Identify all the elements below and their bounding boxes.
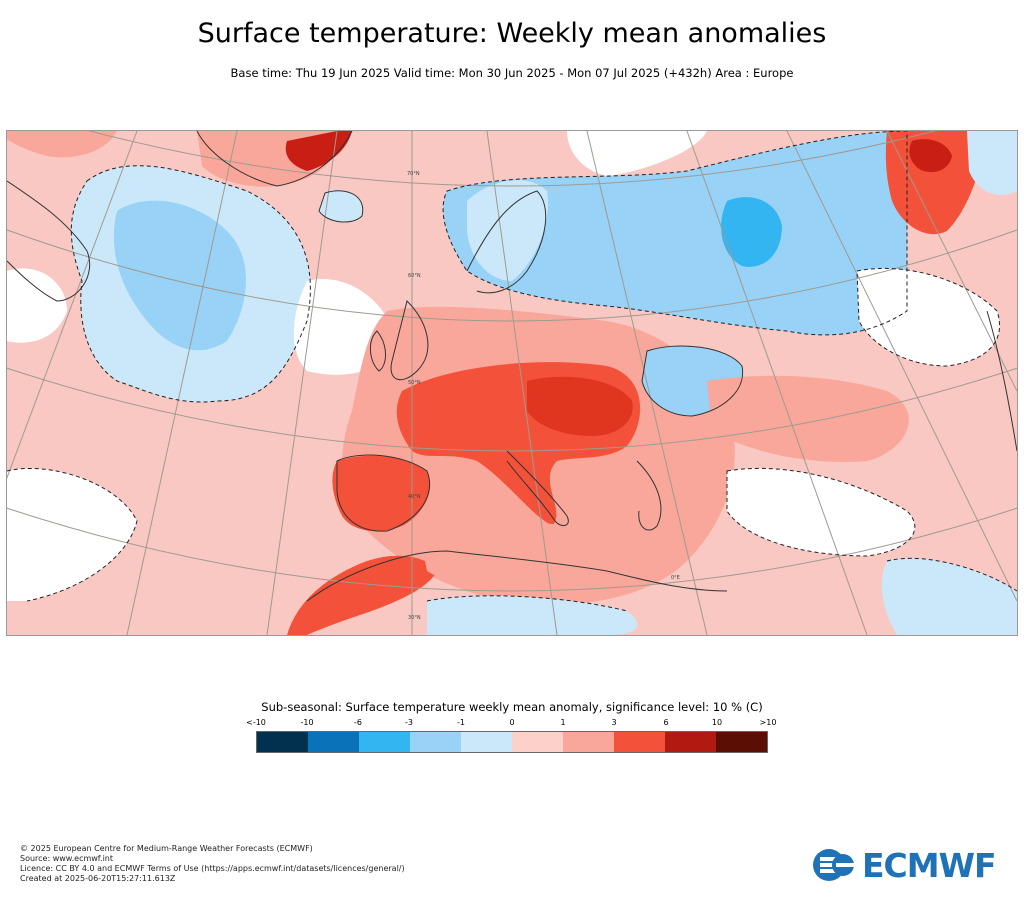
colorbar-segment (308, 732, 359, 752)
northeast-white-band (567, 131, 707, 176)
colorbar-segment (512, 732, 563, 752)
coastlines (7, 131, 1017, 602)
russia-colder-core (721, 197, 782, 267)
north-atlantic-colder-core (113, 200, 246, 351)
footer-source: Source: www.ecmwf.int (20, 854, 114, 863)
colorbar-segment (665, 732, 716, 752)
legend-tick-label: -1 (457, 718, 465, 727)
footer-licence: Licence: CC BY 4.0 and ECMWF Terms of Us… (20, 864, 405, 873)
east-neutral-area (857, 268, 1000, 366)
southeast-cold (881, 558, 1017, 635)
legend-tick-label: 10 (711, 718, 723, 727)
chart-title: Surface temperature: Weekly mean anomali… (197, 18, 827, 49)
iceland-cold (319, 189, 363, 223)
ecmwf-logo[interactable]: ECMWF (812, 845, 1007, 885)
south-center-cold (427, 595, 638, 635)
lat-label-30n: 30°N (408, 615, 421, 621)
scandinavia-neutral (467, 180, 548, 281)
chart-subtitle: Base time: Thu 19 Jun 2025 Valid time: M… (230, 66, 794, 80)
lon-label-0e: 0°E (671, 575, 680, 581)
top-left-neutral-patch (7, 268, 67, 343)
ecmwf-logo-icon (813, 849, 858, 881)
legend-tick-label: <-10 (246, 718, 266, 727)
footer-credits: © 2025 European Centre for Medium-Range … (20, 844, 405, 884)
colorbar-segment (461, 732, 512, 752)
north-africa-strong-warm (287, 555, 437, 635)
middle-east-neutral (727, 468, 915, 556)
colorbar-segment (257, 732, 308, 752)
legend-tick-label: -10 (300, 718, 314, 727)
legend-tick-label: 0 (509, 718, 515, 727)
turkey-warm (707, 375, 909, 462)
lat-label-40n: 40°N (408, 494, 421, 500)
significance-contours (7, 131, 1017, 612)
central-europe-very-warm (527, 376, 633, 436)
legend-tick-label: >10 (759, 718, 777, 727)
northeast-extreme-patch (909, 139, 952, 173)
east-cold-strip (967, 131, 1017, 195)
colorbar-segment (716, 732, 767, 752)
ecmwf-logo-text: ECMWF (862, 845, 997, 885)
mediterranean-warm (417, 517, 625, 598)
southwest-neutral-area (7, 468, 137, 601)
anomaly-map[interactable]: 70°N 60°N 50°N 40°N 30°N 0°E (6, 130, 1018, 636)
footer-created: Created at 2025-06-20T15:27:11.613Z (20, 874, 176, 883)
legend-title: Sub-seasonal: Surface temperature weekly… (261, 700, 763, 714)
legend-tick-label: -6 (354, 718, 362, 727)
legend-tick-labels: <-10 -10 -6 -3 -1 0 1 3 6 10 >10 (246, 718, 776, 730)
lat-label-50n: 50°N (408, 380, 421, 386)
iberia-strong-warm (332, 455, 431, 532)
colorbar-segment (359, 732, 410, 752)
lat-label-70n: 70°N (407, 171, 420, 177)
lat-label-60n: 60°N (408, 273, 421, 279)
legend-tick-label: 1 (560, 718, 566, 727)
graticule-meridians (7, 131, 1017, 635)
footer-copyright: © 2025 European Centre for Medium-Range … (20, 844, 313, 853)
legend-tick-label: 3 (611, 718, 617, 727)
top-left-warm-patch (7, 131, 117, 158)
legend-tick-label: -3 (405, 718, 413, 727)
graticule-parallels (7, 131, 1017, 592)
northeast-europe-cold (443, 131, 907, 335)
legend-tick-label: 6 (663, 718, 669, 727)
legend-colorbar (256, 731, 768, 753)
colorbar-segment (410, 732, 461, 752)
colorbar-segment (614, 732, 665, 752)
colorbar-segment (563, 732, 614, 752)
map-canvas: 70°N 60°N 50°N 40°N 30°N 0°E (7, 131, 1017, 635)
